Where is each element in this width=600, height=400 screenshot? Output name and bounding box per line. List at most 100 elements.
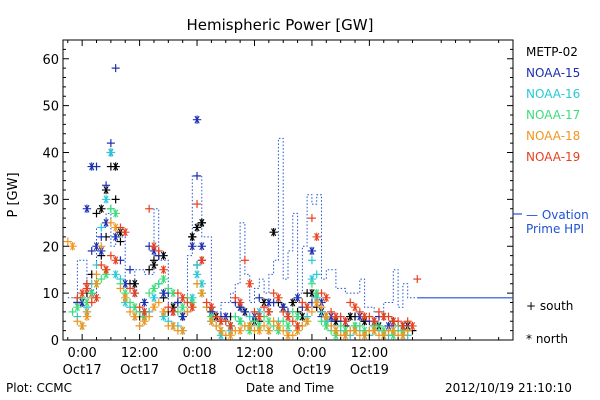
north-point [106, 148, 116, 157]
north-point [192, 223, 202, 232]
footer-timestamp: 2012/10/19 21:10:10 [445, 381, 572, 395]
south-point [307, 256, 316, 265]
south-point [355, 307, 364, 316]
north-point [341, 317, 350, 326]
north-point [197, 218, 207, 228]
north-point [283, 331, 293, 340]
y-tick-label: 60 [42, 53, 59, 68]
south-point [317, 303, 326, 312]
north-point [101, 265, 111, 274]
north-point [111, 232, 120, 242]
axis-ticks: 0 10 20 30 40 50 60 0:00 Oct17 12:00 Oct17 0:00 Oct1… [42, 40, 513, 378]
south-point [145, 312, 154, 321]
north-point [302, 317, 312, 326]
y-tick-label: 30 [42, 193, 59, 208]
south-point [279, 326, 288, 335]
legend-entry: NOAA-17 [526, 108, 580, 122]
south-point [145, 289, 154, 298]
data-points [63, 64, 422, 340]
north-point [360, 312, 369, 321]
north-point [68, 242, 77, 251]
south-point [97, 223, 106, 232]
ovation-series [67, 137, 513, 313]
north-point [159, 265, 168, 274]
north-point [188, 302, 197, 312]
south-point [317, 289, 326, 298]
north-point [77, 321, 87, 331]
south-point [260, 321, 269, 330]
south-point [374, 307, 383, 316]
north-point [92, 293, 101, 303]
north-point [369, 317, 379, 326]
north-point [288, 298, 297, 307]
south-point [106, 204, 115, 213]
north-point [264, 307, 274, 317]
south-point [183, 307, 192, 316]
south-point [183, 298, 192, 307]
legend-entry: NOAA-16 [526, 87, 580, 101]
north-point [121, 227, 130, 237]
north-point [226, 321, 235, 331]
y-tick-label: 20 [42, 240, 59, 255]
south-point [279, 307, 288, 316]
north-point [369, 326, 379, 335]
north-point [73, 302, 82, 312]
north-point [82, 312, 92, 321]
south-point [126, 298, 135, 307]
south-point [116, 284, 125, 293]
legend-ovation-line2: Prime HPI [526, 222, 584, 236]
x-tick-date: Oct17 [63, 363, 102, 378]
north-point [97, 204, 106, 213]
north-point [245, 321, 254, 331]
north-point [197, 242, 207, 251]
south-point [269, 289, 278, 298]
north-point [178, 312, 187, 321]
ovation-step-line [67, 137, 418, 313]
y-tick-label: 40 [42, 147, 59, 162]
x-tick-label: 0:00 [68, 346, 97, 361]
north-point [140, 307, 149, 317]
north-point [111, 162, 120, 171]
north-point [408, 321, 417, 331]
north-point [331, 326, 341, 335]
north-point [149, 284, 159, 293]
x-tick-label: 0:00 [182, 346, 211, 361]
x-tick-date: Oct19 [350, 363, 389, 378]
north-point [111, 209, 120, 218]
south-point [126, 307, 135, 316]
north-point [341, 331, 350, 340]
north-point [82, 284, 92, 293]
north-point [140, 317, 149, 326]
y-tick-label: 50 [42, 100, 59, 115]
north-point [207, 302, 216, 312]
north-point [283, 321, 293, 331]
north-point [307, 274, 317, 284]
north-point [264, 298, 274, 307]
north-point [312, 298, 321, 307]
north-point [322, 312, 331, 321]
north-point [87, 162, 96, 171]
north-point [235, 326, 245, 335]
north-point [192, 115, 202, 124]
legend-ovation-line1: — Ovation [526, 208, 589, 222]
south-point [327, 307, 336, 316]
south-point [111, 195, 120, 204]
chart-title: Hemispheric Power [GW] [187, 16, 374, 34]
south-point [135, 303, 144, 312]
south-point [164, 284, 173, 293]
north-point [269, 227, 278, 237]
south-point [193, 261, 202, 269]
x-tick-label: 12:00 [351, 346, 388, 361]
north-point [149, 242, 159, 251]
north-point [130, 312, 140, 321]
footer-credit: Plot: CCMC [6, 381, 72, 395]
south-point [73, 293, 82, 302]
north-point [216, 317, 226, 326]
north-point [235, 298, 245, 307]
north-point [255, 326, 264, 335]
north-point [398, 321, 408, 331]
south-point [288, 307, 297, 316]
north-point [192, 270, 202, 279]
north-point [389, 317, 398, 326]
